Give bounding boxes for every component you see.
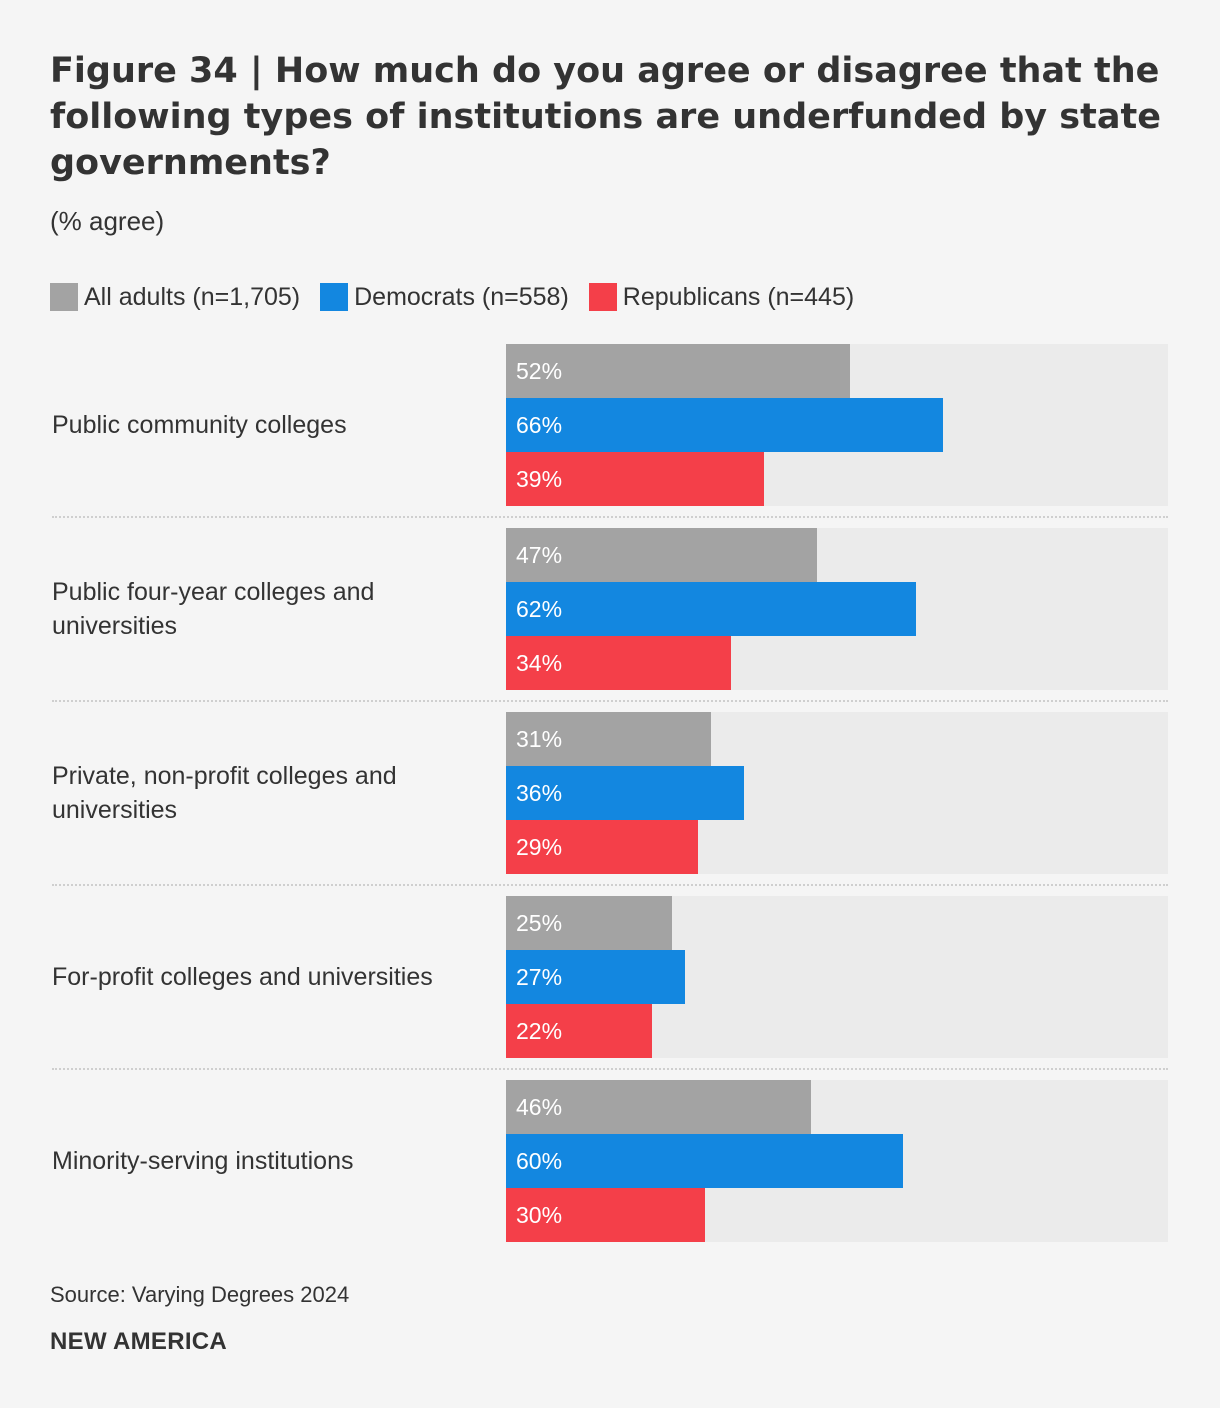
bar-value-label: 47% — [516, 542, 563, 568]
legend-label: Republicans (n=445) — [622, 282, 855, 311]
brand-logo-text: NEW AMERICA — [50, 1328, 228, 1355]
legend-swatch — [320, 283, 349, 311]
legend-item-2: Democrats (n=558) — [320, 283, 569, 312]
bar — [506, 636, 732, 690]
bar-value-label: 62% — [516, 596, 563, 622]
legend: All adults (n=1,705) Democrats (n=558) Rep… — [50, 280, 874, 314]
bar-value-label: 34% — [516, 650, 563, 676]
source-note: Source: Varying Degrees 2024 — [50, 1282, 350, 1307]
bar-value-label: 39% — [516, 466, 563, 492]
legend-item-1: All adults (n=1,705) — [50, 283, 300, 312]
chart-title: Figure 34 | How much do you agree or dis… — [50, 51, 1161, 183]
category-label: Public four-year colleges and universitie… — [52, 575, 492, 643]
bar — [506, 582, 917, 636]
bar — [506, 528, 818, 582]
bar-value-label: 36% — [516, 780, 563, 806]
bar-value-label: 31% — [516, 726, 563, 752]
category-label: Private, non-profit colleges and universi… — [52, 759, 492, 827]
bar-value-label: 66% — [516, 412, 563, 438]
category-label-line: universities — [52, 612, 178, 640]
bar-value-label: 30% — [516, 1202, 563, 1228]
legend-item-3: Republicans (n=445) — [588, 282, 855, 312]
category-label-line: Minority-serving institutions — [52, 1147, 354, 1175]
bar — [506, 1080, 811, 1134]
bar — [506, 766, 745, 820]
category-label-line: For-profit colleges and universities — [52, 963, 433, 991]
bar-value-label: 60% — [516, 1148, 563, 1174]
bar — [506, 398, 943, 452]
row-divider — [52, 516, 1168, 518]
category-label: For-profit colleges and universities — [52, 960, 492, 994]
bar — [506, 1004, 652, 1058]
row-divider — [52, 884, 1168, 886]
bar — [506, 1188, 705, 1242]
bar — [506, 344, 851, 398]
bar-value-label: 29% — [516, 834, 563, 860]
bar-value-label: 46% — [516, 1094, 563, 1120]
chart-subtitle: (% agree) — [50, 206, 165, 236]
category-label-line: Public community colleges — [52, 411, 347, 439]
category-label: Minority-serving institutions — [52, 1144, 492, 1178]
bar-value-label: 52% — [516, 358, 563, 384]
bar-value-label: 22% — [516, 1018, 563, 1044]
category-label-line: Public four-year colleges and — [52, 578, 375, 606]
row-divider — [52, 1068, 1168, 1070]
bar-value-label: 25% — [516, 910, 563, 936]
legend-swatch — [588, 283, 617, 311]
category-label-line: universities — [52, 796, 178, 824]
category-label-line: Private, non-profit colleges and — [52, 762, 397, 790]
row-divider — [52, 700, 1168, 702]
bar-value-label: 27% — [516, 964, 563, 990]
bar — [506, 1134, 904, 1188]
bar — [506, 452, 765, 506]
bar — [506, 820, 698, 874]
category-label: Public community colleges — [52, 408, 492, 442]
legend-label: Democrats (n=558) — [354, 282, 569, 311]
bar — [506, 896, 672, 950]
legend-swatch — [50, 283, 78, 311]
legend-label: All adults (n=1,705) — [84, 282, 301, 311]
bar — [506, 712, 712, 766]
bar — [506, 950, 685, 1004]
